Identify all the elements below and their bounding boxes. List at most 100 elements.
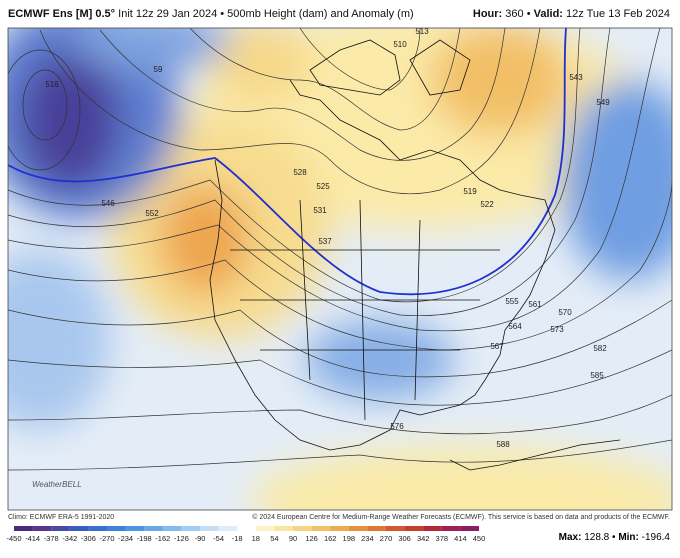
colorbar-tick-label: -18	[232, 534, 243, 543]
colorbar-swatch	[386, 526, 405, 531]
sep: •	[526, 8, 531, 20]
colorbar-tick-label: -450	[6, 534, 21, 543]
contour-label: 531	[313, 206, 327, 215]
colorbar-swatch	[107, 526, 126, 531]
colorbar-tick-label: -126	[174, 534, 189, 543]
model: ECMWF Ens [M] 0.5°	[8, 8, 116, 20]
colorbar-tick-label: 234	[361, 534, 374, 543]
colorbar-swatch	[404, 526, 424, 531]
colorbar-swatch	[237, 526, 256, 531]
min: -196.4	[641, 532, 670, 543]
colorbar-swatch	[218, 526, 238, 531]
init: Init 12z 29 Jan 2024 • 500mb Height (dam…	[118, 8, 414, 20]
contour-label: 513	[415, 27, 429, 36]
colorbar-swatch	[32, 526, 52, 531]
min-label: Min:	[618, 532, 639, 543]
colorbar-tick-label: -198	[137, 534, 152, 543]
colorbar-swatch	[200, 526, 219, 531]
contour-label: 552	[145, 209, 159, 218]
max: 128.8	[584, 532, 610, 543]
map-frame	[7, 27, 673, 511]
contour-label: 519	[463, 187, 477, 196]
colorbar-tick-label: 306	[398, 534, 411, 543]
hour: 360	[505, 8, 524, 20]
watermark: WeatherBELL	[32, 480, 82, 489]
contour-label: 528	[293, 168, 307, 177]
colorbar-swatch	[51, 526, 70, 531]
contour-label: 582	[593, 344, 607, 353]
header-left: ECMWF Ens [M] 0.5° Init 12z 29 Jan 2024 …	[8, 8, 414, 20]
colorbar-tick-label: -270	[99, 534, 114, 543]
valid: 12z Tue 13 Feb 2024	[566, 8, 670, 20]
colorbar-tick-label: 450	[473, 534, 486, 543]
copyright: © 2024 European Centre for Medium-Range …	[252, 514, 670, 521]
contour-label: 561	[528, 300, 542, 309]
contour-label: 546	[101, 199, 115, 208]
colorbar-tick-label: -342	[62, 534, 77, 543]
colorbar-tick-label: 198	[343, 534, 356, 543]
max-label: Max:	[558, 532, 582, 543]
contour-label: 549	[596, 98, 610, 107]
colorbar-tick-label: -162	[155, 534, 170, 543]
contour-label: 537	[318, 237, 332, 246]
colorbar-tick-label: 90	[289, 534, 297, 543]
contour-label: 585	[590, 371, 604, 380]
contour-label: 59	[154, 65, 163, 74]
contour-label: 525	[316, 182, 330, 191]
contour-label: 576	[390, 422, 404, 431]
colorbar-tick-label: 162	[324, 534, 337, 543]
contour-label: 522	[480, 200, 494, 209]
colorbar-swatch	[274, 526, 293, 531]
contour-label: 555	[505, 297, 519, 306]
colorbar-swatch	[255, 526, 275, 531]
colorbar-swatch	[423, 526, 442, 531]
colorbar-swatch	[367, 526, 386, 531]
colorbar-swatch	[69, 526, 89, 531]
contour-labels: 516 546 552 528 525 531 537 543 549 555 …	[45, 27, 610, 449]
colorbar-tick-label: 378	[436, 534, 449, 543]
valid-label: Valid:	[533, 8, 563, 20]
colorbar-swatch	[311, 526, 331, 531]
colorbar-tick-label: 270	[380, 534, 393, 543]
hour-label: Hour:	[472, 8, 503, 20]
colorbar-tick-label: -54	[213, 534, 224, 543]
colorbar-swatch	[441, 526, 461, 531]
colorbar-swatch	[14, 526, 33, 531]
max-min: Max: 128.8 • Min: -196.4	[559, 532, 670, 543]
contour-label: 588	[496, 440, 510, 449]
height-contours	[8, 28, 672, 471]
contour-label: 564	[508, 322, 522, 331]
sep: •	[612, 532, 616, 543]
colorbar-swatch	[144, 526, 163, 531]
colorbar-swatch	[125, 526, 145, 531]
colorbar-tick-label: 342	[417, 534, 430, 543]
contour-label: 567	[490, 342, 504, 351]
coastlines	[209, 39, 621, 471]
contour-label: 543	[569, 73, 583, 82]
colorbar-tick-label: 126	[305, 534, 318, 543]
colorbar-tick-label: -234	[118, 534, 133, 543]
colorbar-tick-label: 414	[454, 534, 467, 543]
colorbar-swatch	[348, 526, 368, 531]
colorbar-swatch	[88, 526, 107, 531]
contour-label: 516	[45, 80, 59, 89]
contour-label: 510	[393, 40, 407, 49]
colorbar-swatch	[162, 526, 182, 531]
header-right: Hour: 360 • Valid: 12z Tue 13 Feb 2024	[473, 8, 670, 20]
contour-label: 573	[550, 325, 564, 334]
contour-label: 570	[558, 308, 572, 317]
colorbar-tick-label: -306	[81, 534, 96, 543]
colorbar-swatch	[460, 526, 479, 531]
colorbar-tick-label: 18	[252, 534, 260, 543]
colorbar-tick-label: -414	[25, 534, 40, 543]
colorbar-tick-label: -378	[44, 534, 59, 543]
colorbar-tick-label: 54	[270, 534, 278, 543]
colorbar-swatch	[330, 526, 349, 531]
colorbar: -450 -414 -378 -342 -306 -270 -234 -198 -162 -126…	[6, 526, 485, 543]
colorbar-tick-label: -90	[195, 534, 206, 543]
contour-546	[8, 28, 567, 296]
